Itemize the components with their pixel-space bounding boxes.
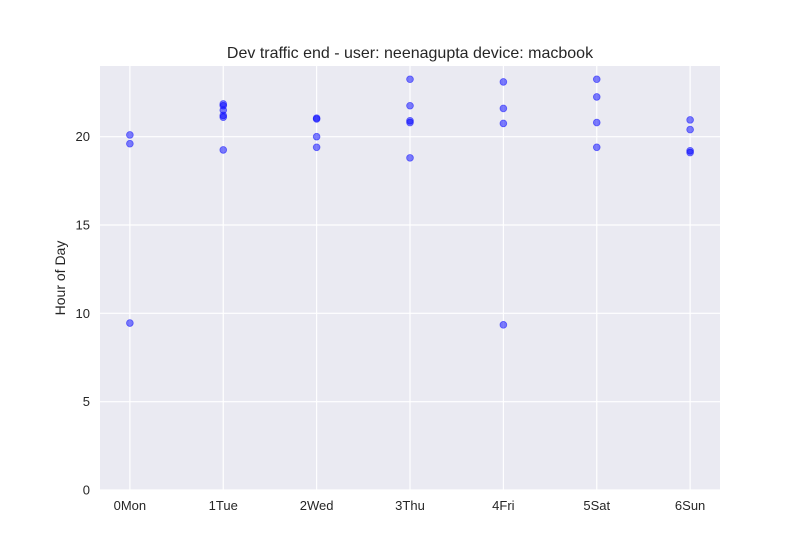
data-point: [406, 118, 414, 127]
data-point: [406, 101, 414, 110]
data-point: [312, 143, 321, 152]
x-tick-label: 6Sun: [675, 498, 705, 513]
data-point: [592, 143, 601, 152]
data-point: [499, 104, 508, 113]
y-tick-label: 20: [76, 129, 90, 144]
data-point: [499, 321, 508, 329]
data-point: [312, 115, 321, 123]
x-tick-label: 0Mon: [114, 498, 147, 513]
data-point: [406, 154, 414, 162]
x-tick-label: 1Tue: [209, 498, 238, 513]
y-tick-label: 0: [83, 483, 90, 498]
data-point: [686, 116, 694, 124]
data-point: [686, 148, 694, 157]
x-tick-label: 5Sat: [583, 498, 610, 513]
x-tick-label: 3Thu: [395, 498, 425, 513]
data-point: [592, 118, 601, 127]
data-point: [126, 139, 134, 148]
y-axis-label: Hour of Day: [52, 241, 68, 316]
chart-title: Dev traffic end - user: neenagupta devic…: [227, 45, 594, 62]
x-tick-labels: 0Mon 1Tue 2Wed 3Thu 4Fri 5Sat 6Sun: [114, 498, 706, 513]
data-point: [126, 131, 134, 139]
data-point: [126, 319, 134, 327]
data-point: [686, 125, 694, 134]
y-tick-label: 15: [76, 218, 90, 233]
x-tick-label: 2Wed: [300, 498, 334, 513]
x-tick-label: 4Fri: [492, 498, 515, 513]
data-point: [499, 119, 508, 128]
y-tick-labels: 0 5 10 15 20: [76, 129, 90, 497]
data-points: [126, 75, 694, 329]
data-point: [312, 132, 321, 141]
data-point: [499, 78, 508, 86]
y-tick-label: 10: [76, 306, 90, 321]
data-point: [219, 146, 228, 154]
data-point: [406, 75, 414, 84]
data-point: [219, 113, 228, 122]
data-point: [592, 93, 601, 101]
data-point: [592, 75, 601, 84]
y-tick-label: 5: [83, 394, 90, 409]
